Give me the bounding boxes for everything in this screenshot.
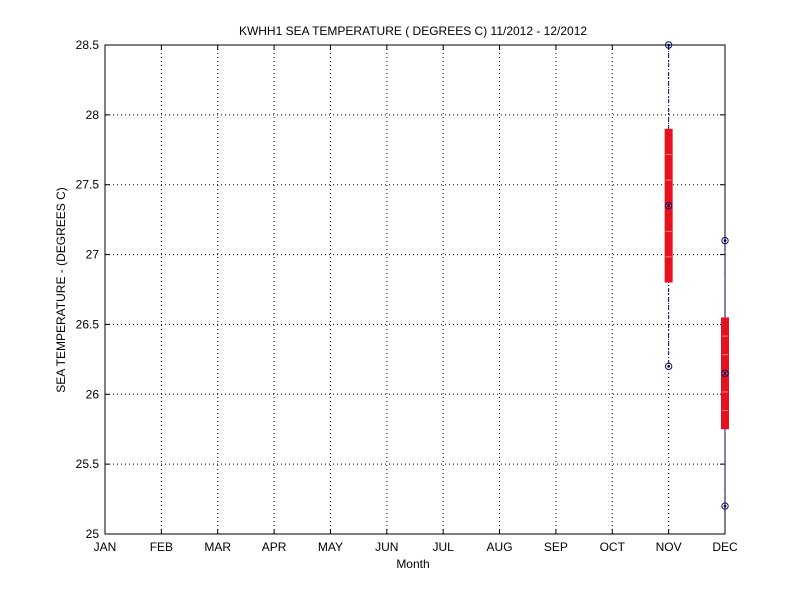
min-marker (721, 502, 729, 510)
x-axis: JAN FEB MAR APR MAY JUN JUL AUG SEP OCT NOV DEC (94, 45, 738, 554)
median-marker-dot (667, 204, 670, 207)
y-tick-label: 26 (86, 387, 100, 401)
y-tick-label: 27.5 (76, 178, 100, 192)
x-tick-label: APR (262, 540, 287, 554)
y-tick-label: 25 (86, 527, 100, 541)
max-marker-dot (667, 43, 670, 47)
box-nov (664, 41, 673, 371)
min-marker-dot (667, 365, 670, 368)
max-marker-dot (723, 239, 727, 242)
x-tick-label: JUL (433, 540, 455, 554)
x-tick-label: JAN (94, 540, 117, 554)
x-tick-label: MAY (318, 540, 343, 554)
max-marker (721, 236, 729, 245)
y-axis: 25 25.5 26 26.5 27 27.5 28 28.5 (76, 38, 725, 541)
x-tick-label: NOV (656, 540, 682, 554)
median-marker-dot (723, 372, 727, 375)
x-tick-label: JUN (375, 540, 398, 554)
grid (105, 45, 725, 534)
median-marker (664, 201, 673, 210)
min-marker-dot (723, 504, 727, 508)
y-tick-label: 25.5 (76, 457, 100, 471)
y-tick-label: 28.5 (76, 38, 100, 52)
median-marker (721, 369, 729, 378)
plot-area (104, 44, 726, 535)
box-series (664, 41, 729, 510)
y-tick-label: 28 (86, 108, 100, 122)
x-tick-label: AUG (487, 540, 513, 554)
x-tick-label: SEP (544, 540, 568, 554)
x-tick-label: OCT (600, 540, 626, 554)
x-tick-label: MAR (204, 540, 231, 554)
max-marker (664, 41, 673, 49)
x-axis-label: Month (396, 557, 429, 571)
y-axis-label: SEA TEMPERATURE - (DEGREES C) (54, 187, 68, 393)
x-tick-label: DEC (712, 540, 738, 554)
y-tick-label: 26.5 (76, 317, 100, 331)
y-tick-label: 27 (86, 248, 100, 262)
box-dec (721, 236, 729, 510)
chart-title: KWHH1 SEA TEMPERATURE ( DEGREES C) 11/20… (239, 24, 587, 38)
x-tick-label: FEB (150, 540, 173, 554)
min-marker (664, 362, 673, 371)
